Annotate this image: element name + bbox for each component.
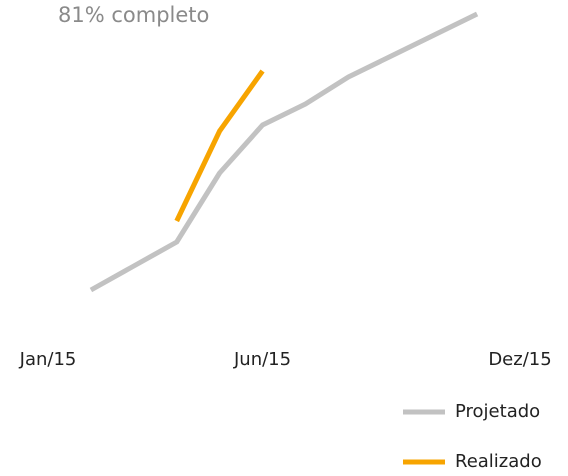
x-tick-label: Jan/15: [19, 349, 77, 370]
legend-label: Projetado: [455, 401, 540, 422]
x-tick-label: Jun/15: [233, 349, 291, 370]
x-tick-label: Dez/15: [488, 349, 551, 370]
series-line: [174, 69, 265, 223]
chart-title: 81% completo: [58, 3, 209, 27]
legend-label: Realizado: [455, 451, 542, 472]
series-line: [89, 11, 479, 293]
